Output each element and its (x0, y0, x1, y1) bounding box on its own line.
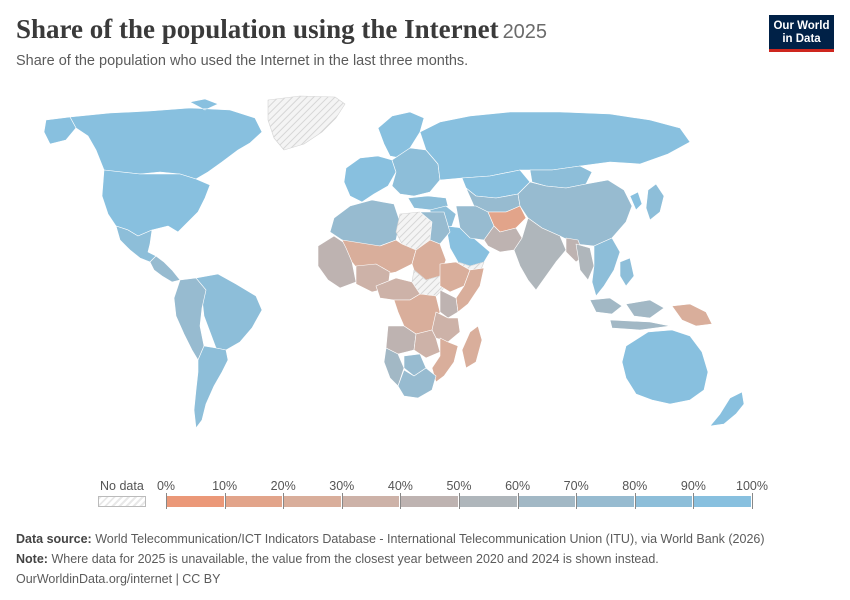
legend-bin-8[interactable] (634, 496, 694, 507)
region-korea[interactable] (629, 191, 643, 211)
owid-logo[interactable]: Our World in Data (769, 15, 834, 52)
legend-tick-label: 90% (680, 479, 706, 493)
legend-bin-4[interactable] (400, 496, 459, 507)
region-western-europe[interactable] (343, 155, 397, 203)
region-turkey[interactable] (407, 195, 449, 211)
region-scandinavia[interactable] (377, 111, 425, 159)
no-data-label: No data (100, 479, 144, 493)
legend-tick-label: 80% (622, 479, 648, 493)
region-south-africa[interactable] (397, 367, 437, 399)
region-japan[interactable] (645, 183, 665, 221)
region-mexico[interactable] (115, 225, 157, 263)
legend-tick-mark (341, 493, 343, 509)
legend-tick-mark (576, 493, 578, 509)
logo-line-2: in Data (782, 33, 821, 45)
legend-tick-label: 100% (736, 479, 768, 493)
legend-tick-label: 60% (505, 479, 531, 493)
legend-tick-mark (283, 493, 285, 509)
legend-bin-9[interactable] (693, 496, 752, 507)
region-madagascar[interactable] (461, 325, 483, 369)
legend-tick-label: 20% (270, 479, 296, 493)
legend-tick-mark (517, 493, 519, 509)
legend-bin-0[interactable] (166, 496, 225, 507)
legend-bin-2[interactable] (283, 496, 342, 507)
region-southeast-asia[interactable] (591, 237, 635, 297)
chart-title: Share of the population using the Intern… (16, 14, 548, 44)
chart-subtitle: Share of the population who used the Int… (16, 53, 469, 69)
legend-tick-label: 10% (212, 479, 238, 493)
note-line: Note: Where data for 2025 is unavailable… (16, 549, 765, 569)
legend-bin-1[interactable] (224, 496, 284, 507)
legend-tick-label: 40% (387, 479, 413, 493)
legend-tick-mark (166, 493, 167, 509)
legend-tick-label: 50% (446, 479, 472, 493)
region-indonesia[interactable] (589, 297, 671, 331)
legend-bin-5[interactable] (459, 496, 518, 507)
legend-tick-mark (752, 493, 753, 509)
region-eastern-europe[interactable] (391, 147, 441, 197)
legend-tick-mark (224, 493, 226, 509)
region-united-states[interactable] (43, 116, 211, 237)
region-new-zealand[interactable] (709, 391, 745, 427)
region-central-america[interactable] (149, 255, 181, 283)
region-russia[interactable] (419, 111, 691, 181)
legend-tick-label: 70% (563, 479, 589, 493)
region-papua-new-guinea[interactable] (671, 303, 713, 327)
logo-line-1: Our World (773, 20, 830, 32)
note-text: Where data for 2025 is unavailable, the … (51, 552, 659, 566)
legend-tick-label: 30% (329, 479, 355, 493)
region-southern-cone[interactable] (193, 345, 229, 429)
region-kenya[interactable] (439, 289, 459, 319)
region-canada[interactable] (69, 98, 263, 180)
no-data-swatch (98, 496, 146, 507)
legend-tick-mark (400, 493, 402, 509)
legend-tick-mark (459, 493, 460, 509)
data-source-label: Data source: (16, 532, 92, 546)
region-myanmar[interactable] (575, 243, 595, 281)
region-andean-countries[interactable] (173, 277, 207, 361)
year-label: 2025 (502, 21, 548, 43)
region-ethiopia[interactable] (439, 261, 471, 293)
legend-bin-7[interactable] (576, 496, 635, 507)
data-source-line: Data source: World Telecommunication/ICT… (16, 529, 765, 549)
note-label: Note: (16, 552, 48, 566)
legend-tick-mark (634, 493, 636, 509)
legend-bin-3[interactable] (341, 496, 401, 507)
world-map[interactable] (0, 80, 850, 470)
source-url[interactable]: OurWorldinData.org/internet | CC BY (16, 572, 221, 586)
region-greenland[interactable] (267, 95, 346, 151)
legend-bin-6[interactable] (517, 496, 577, 507)
region-brazil[interactable] (195, 273, 263, 351)
data-source-text: World Telecommunication/ICT Indicators D… (95, 532, 765, 546)
legend-tick-mark (693, 493, 695, 509)
region-north-africa[interactable] (329, 199, 401, 247)
region-australia[interactable] (621, 329, 709, 405)
color-legend: No data 0% 10% 20% 30% 40% 50% 60% 70% 80% 90% 100… (0, 474, 850, 514)
footer: Data source: World Telecommunication/ICT… (16, 529, 765, 589)
region-mozambique[interactable] (431, 337, 459, 383)
region-india[interactable] (513, 217, 567, 291)
legend-tick-label: 0% (156, 479, 176, 493)
